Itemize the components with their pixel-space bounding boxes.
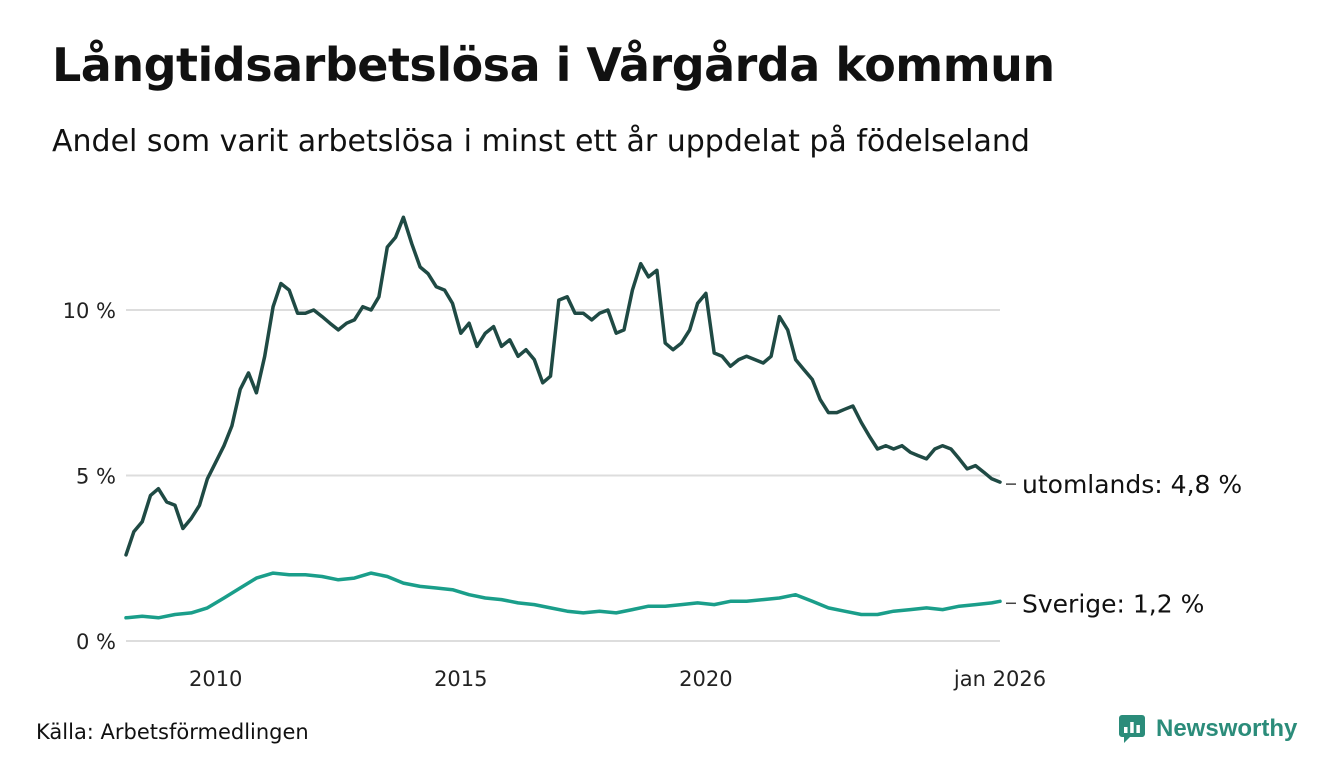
- x-axis-tick-labels: 2010 2015 2020 jan 2026: [189, 667, 1046, 691]
- y-tick-label: 0 %: [76, 630, 116, 654]
- series-line-utomlands: [124, 215, 1002, 557]
- brand-name: Newsworthy: [1156, 715, 1298, 742]
- y-axis-tick-labels: 0 % 5 % 10 %: [63, 299, 116, 654]
- series-end-labels: utomlands: 4,8 % Sverige: 1,2 %: [1006, 470, 1242, 618]
- series-line-sverige: [124, 571, 1002, 620]
- x-tick-label: 2015: [434, 667, 487, 691]
- brand-logo[interactable]: Newsworthy: [1118, 714, 1297, 744]
- y-tick-label: 10 %: [63, 299, 116, 323]
- x-tick-label: 2010: [189, 667, 242, 691]
- chart-subtitle: Andel som varit arbetslösa i minst ett å…: [52, 124, 1030, 159]
- newsworthy-logo-icon: [1119, 715, 1145, 743]
- source-note: Källa: Arbetsförmedlingen: [36, 720, 309, 744]
- x-tick-label: 2020: [679, 667, 732, 691]
- series-lines: [124, 215, 1002, 620]
- gridlines: [126, 309, 1000, 642]
- series-end-label-utomlands: utomlands: 4,8 %: [1022, 470, 1242, 499]
- chart-title: Långtidsarbetslösa i Vårgårda kommun: [52, 38, 1055, 92]
- x-tick-label: jan 2026: [953, 667, 1046, 691]
- series-end-label-sverige: Sverige: 1,2 %: [1022, 589, 1204, 618]
- y-tick-label: 5 %: [76, 465, 116, 489]
